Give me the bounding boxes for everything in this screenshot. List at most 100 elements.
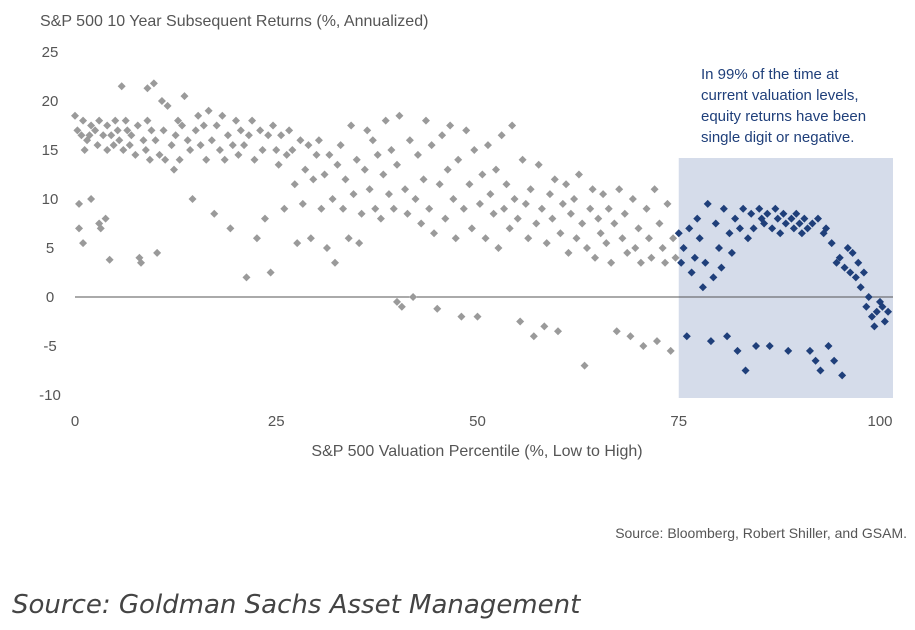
data-point bbox=[312, 150, 321, 159]
data-point bbox=[274, 160, 283, 169]
data-point bbox=[341, 175, 350, 184]
data-point bbox=[459, 204, 468, 213]
data-point bbox=[492, 165, 501, 174]
data-point bbox=[475, 199, 484, 208]
data-point bbox=[542, 239, 551, 248]
data-point bbox=[862, 302, 871, 311]
data-point bbox=[355, 239, 364, 248]
data-point bbox=[792, 209, 801, 218]
data-point bbox=[513, 214, 522, 223]
data-point bbox=[117, 82, 126, 91]
data-point bbox=[137, 258, 146, 267]
data-point bbox=[768, 224, 777, 233]
data-point bbox=[339, 204, 348, 213]
data-point bbox=[747, 209, 756, 218]
data-point bbox=[835, 253, 844, 262]
data-point bbox=[848, 248, 857, 257]
data-point bbox=[615, 185, 624, 194]
data-point bbox=[282, 150, 291, 159]
data-point bbox=[103, 146, 112, 154]
data-point bbox=[360, 165, 369, 174]
data-point bbox=[202, 155, 211, 164]
data-point bbox=[731, 214, 740, 223]
data-point bbox=[389, 204, 398, 213]
data-point bbox=[789, 224, 798, 233]
data-point bbox=[669, 234, 678, 243]
data-point bbox=[258, 146, 267, 154]
data-point bbox=[578, 219, 587, 228]
data-point bbox=[387, 146, 396, 154]
data-point bbox=[269, 121, 278, 130]
data-point bbox=[859, 268, 868, 277]
data-point bbox=[196, 141, 205, 150]
data-point bbox=[113, 126, 122, 135]
data-point bbox=[430, 229, 439, 238]
data-point bbox=[419, 175, 428, 184]
data-point bbox=[481, 234, 490, 243]
data-point bbox=[642, 204, 651, 213]
data-point bbox=[795, 219, 804, 228]
x-tick-label: 100 bbox=[867, 413, 892, 430]
data-point bbox=[725, 229, 734, 238]
data-point bbox=[95, 116, 104, 125]
data-point bbox=[494, 244, 503, 252]
data-point bbox=[161, 155, 170, 164]
data-point bbox=[87, 121, 96, 130]
data-point bbox=[376, 214, 385, 223]
data-point bbox=[816, 366, 825, 375]
x-tick-label: 50 bbox=[469, 413, 486, 430]
data-point bbox=[540, 322, 549, 331]
data-point bbox=[695, 234, 704, 243]
data-point bbox=[413, 150, 422, 159]
data-point bbox=[131, 150, 140, 159]
data-point bbox=[473, 312, 482, 321]
data-point bbox=[838, 371, 847, 380]
data-point bbox=[467, 224, 476, 233]
data-point bbox=[685, 224, 694, 233]
data-point bbox=[171, 131, 180, 140]
data-point bbox=[133, 121, 142, 130]
data-point bbox=[87, 195, 96, 203]
data-point bbox=[107, 131, 116, 140]
data-point bbox=[607, 258, 616, 267]
data-point bbox=[188, 195, 197, 203]
data-point bbox=[521, 199, 530, 208]
data-point bbox=[711, 219, 720, 228]
data-point bbox=[693, 214, 702, 223]
data-point bbox=[599, 190, 608, 199]
data-point bbox=[749, 224, 758, 233]
data-point bbox=[781, 219, 790, 228]
data-point bbox=[824, 342, 833, 350]
data-point bbox=[347, 121, 356, 130]
data-point bbox=[709, 273, 718, 282]
x-axis-ticks: 0 25 50 75 100 bbox=[71, 413, 893, 430]
data-point bbox=[199, 121, 208, 130]
data-point bbox=[328, 195, 337, 203]
data-point bbox=[717, 263, 726, 272]
data-point bbox=[532, 219, 541, 228]
callout-line: equity returns have been bbox=[701, 108, 866, 125]
data-point bbox=[679, 244, 688, 252]
data-point bbox=[803, 224, 812, 233]
data-point bbox=[427, 141, 436, 150]
data-point bbox=[800, 214, 809, 223]
data-point bbox=[280, 204, 289, 213]
data-point bbox=[572, 234, 581, 243]
data-point bbox=[647, 253, 656, 262]
data-point bbox=[417, 219, 426, 228]
data-point bbox=[610, 219, 619, 228]
data-point bbox=[872, 307, 881, 316]
data-point bbox=[677, 258, 686, 267]
data-point bbox=[516, 317, 525, 326]
data-point bbox=[395, 111, 404, 120]
data-point bbox=[266, 268, 275, 277]
data-point bbox=[451, 234, 460, 243]
data-point bbox=[236, 126, 245, 135]
data-point bbox=[298, 199, 307, 208]
y-tick-label: -5 bbox=[43, 338, 56, 355]
data-point bbox=[115, 136, 124, 145]
data-point bbox=[851, 273, 860, 282]
data-point bbox=[123, 126, 132, 135]
data-point bbox=[393, 297, 401, 306]
